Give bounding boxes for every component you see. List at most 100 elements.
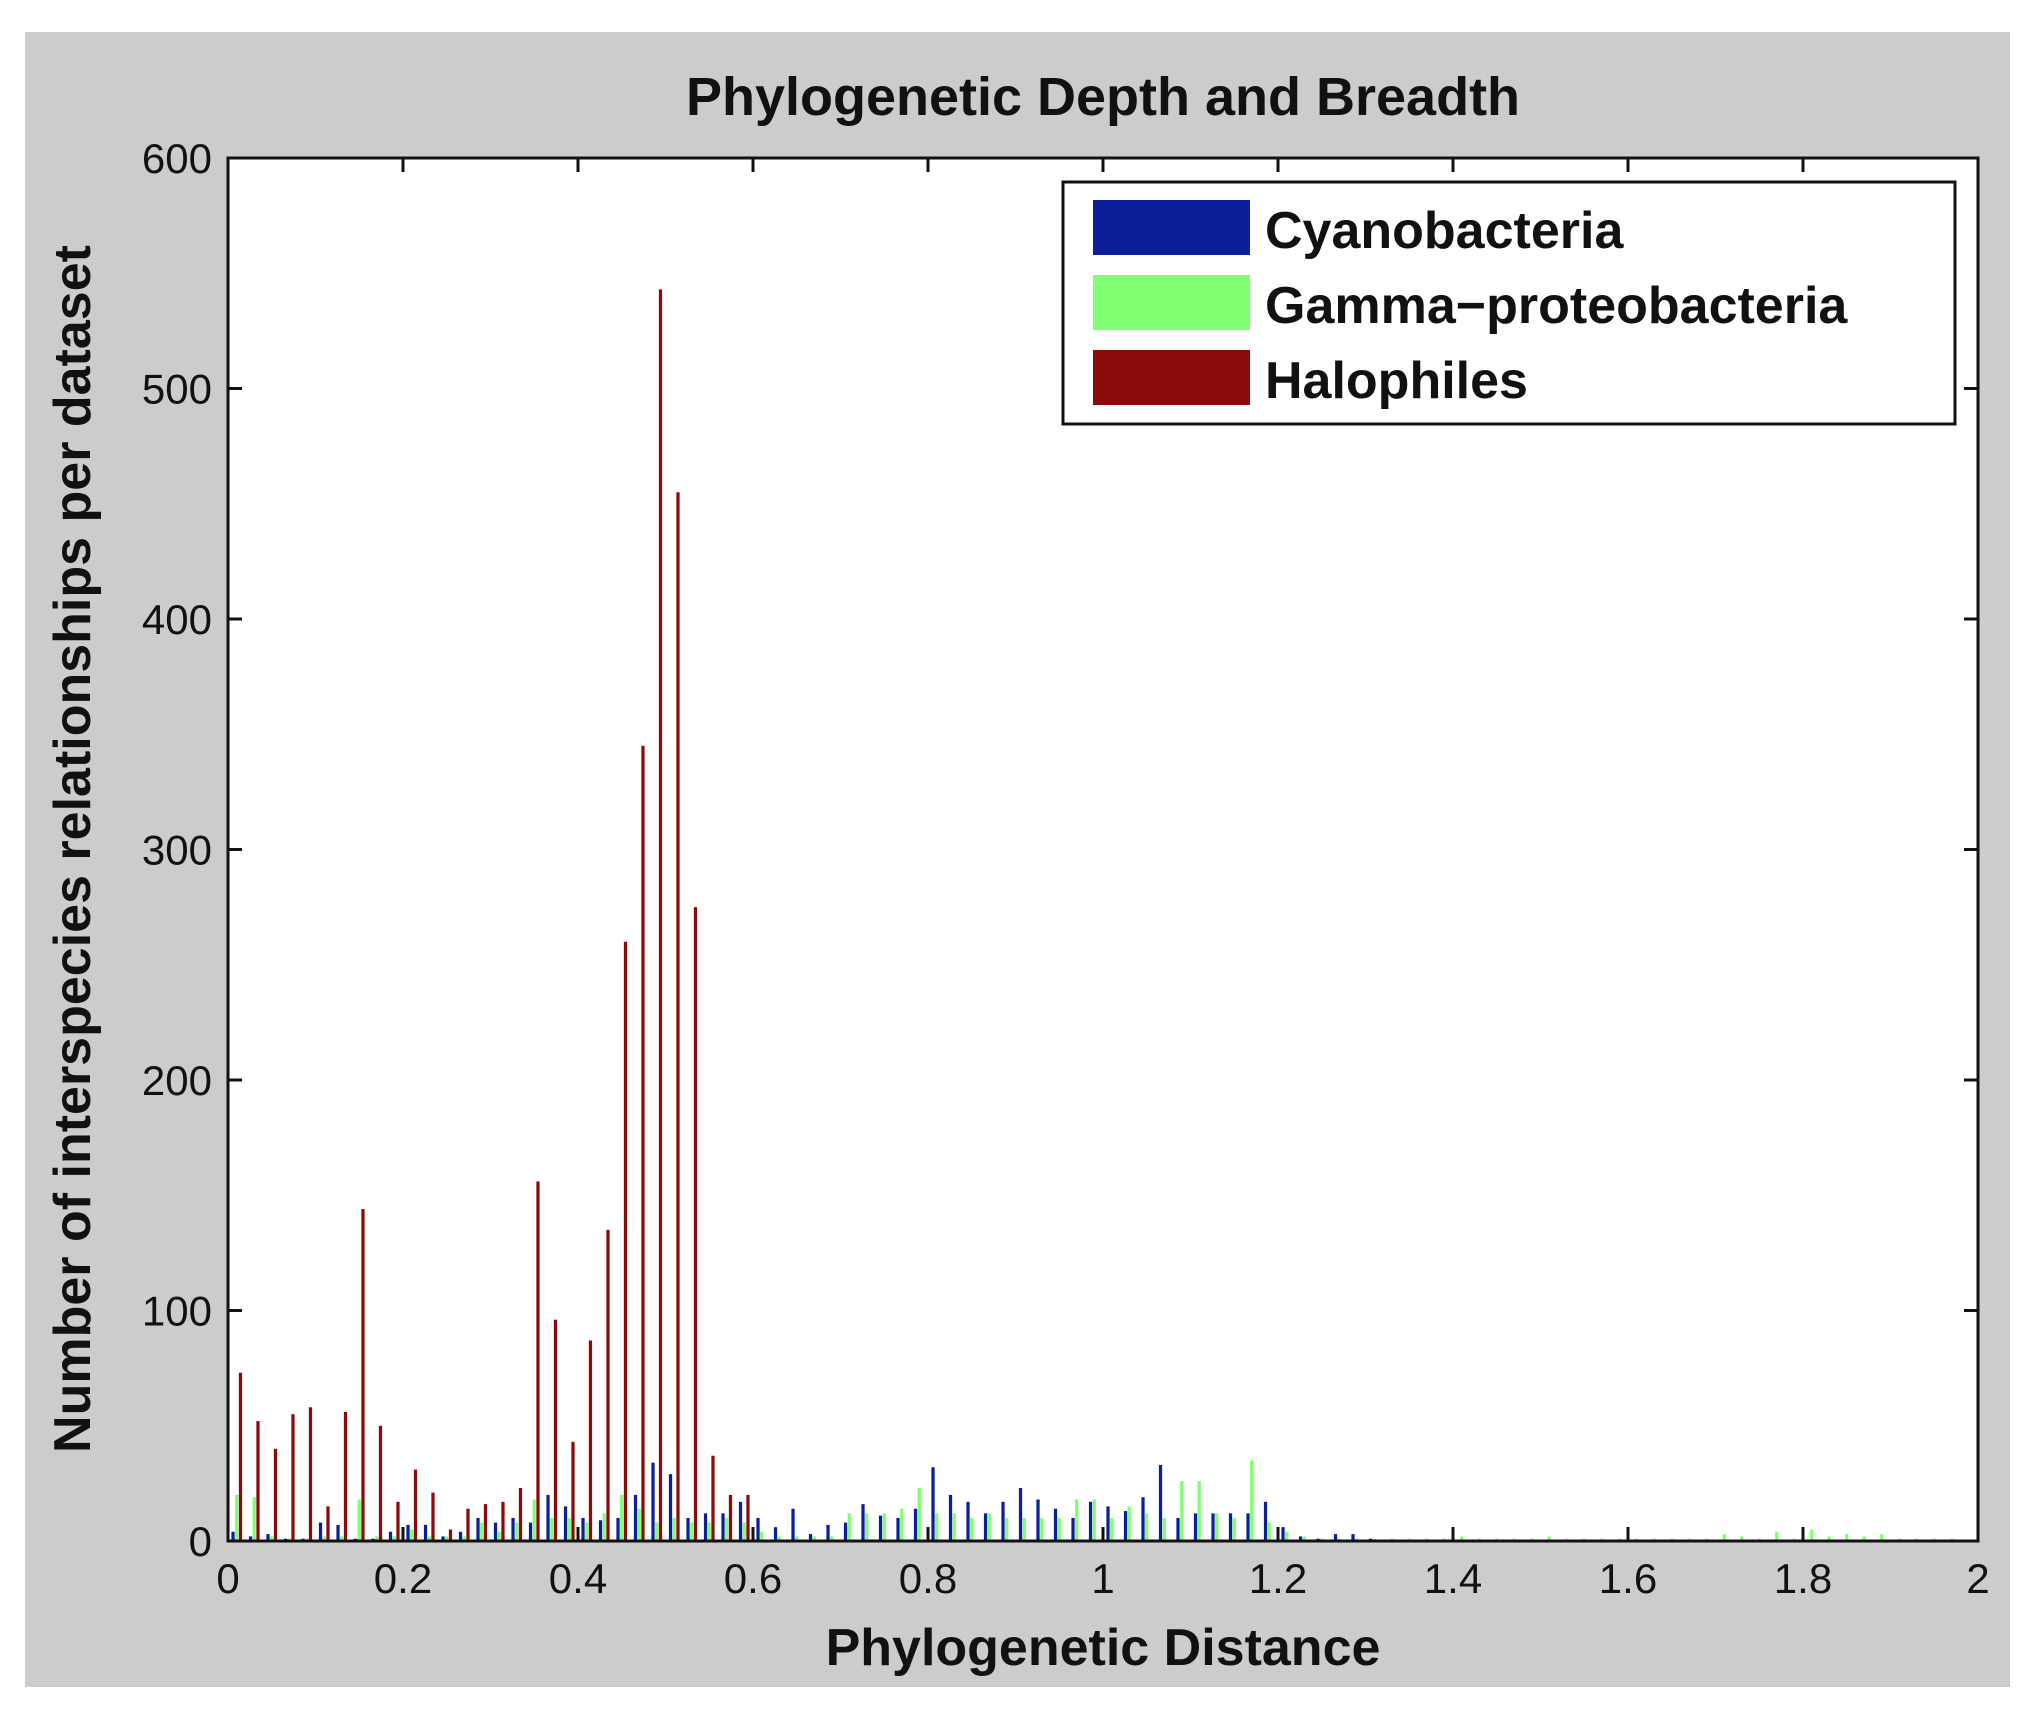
bar-cyanobacteria bbox=[633, 1494, 638, 1541]
bar-cyanobacteria bbox=[563, 1506, 568, 1541]
bar-gamma-proteobacteria bbox=[235, 1494, 239, 1541]
bar-cyanobacteria bbox=[493, 1522, 498, 1541]
bar-gamma-proteobacteria bbox=[1180, 1481, 1184, 1541]
x-tick-label: 1.6 bbox=[1599, 1555, 1657, 1602]
x-tick-label: 1.8 bbox=[1774, 1555, 1832, 1602]
bar-halophiles bbox=[728, 1494, 733, 1541]
bar-halophiles bbox=[343, 1411, 348, 1541]
bar-gamma-proteobacteria bbox=[1740, 1536, 1744, 1541]
x-axis-label: Phylogenetic Distance bbox=[826, 1619, 1381, 1677]
x-tick-label: 2 bbox=[1966, 1555, 1989, 1602]
bar-halophiles bbox=[693, 907, 698, 1542]
bar-gamma-proteobacteria bbox=[1232, 1517, 1236, 1541]
bar-cyanobacteria bbox=[1036, 1499, 1040, 1541]
bar-halophiles bbox=[501, 1501, 505, 1541]
bar-cyanobacteria bbox=[1088, 1501, 1093, 1541]
bar-gamma-proteobacteria bbox=[410, 1529, 414, 1541]
bar-cyanobacteria bbox=[826, 1524, 830, 1541]
bar-cyanobacteria bbox=[1228, 1513, 1233, 1541]
bar-halophiles bbox=[536, 1181, 540, 1541]
bar-cyanobacteria bbox=[581, 1517, 585, 1541]
bar-cyanobacteria bbox=[1333, 1534, 1338, 1541]
bar-cyanobacteria bbox=[423, 1524, 428, 1541]
bar-halophiles bbox=[588, 1340, 593, 1541]
bar-gamma-proteobacteria bbox=[812, 1536, 816, 1541]
bar-gamma-proteobacteria bbox=[760, 1531, 764, 1541]
x-tick-label: 0.6 bbox=[724, 1555, 782, 1602]
bar-gamma-proteobacteria bbox=[515, 1522, 519, 1541]
bar-halophiles bbox=[676, 492, 680, 1542]
bar-gamma-proteobacteria bbox=[1127, 1506, 1131, 1541]
bar-cyanobacteria bbox=[1263, 1501, 1268, 1541]
bar-halophiles bbox=[273, 1448, 278, 1541]
bar-gamma-proteobacteria bbox=[690, 1522, 694, 1541]
bar-halophiles bbox=[553, 1319, 558, 1541]
x-tick-label: 0 bbox=[216, 1555, 239, 1602]
bar-cyanobacteria bbox=[983, 1513, 988, 1541]
bar-gamma-proteobacteria bbox=[1215, 1513, 1219, 1541]
bar-gamma-proteobacteria bbox=[1302, 1536, 1306, 1541]
bar-gamma-proteobacteria bbox=[830, 1536, 834, 1541]
bar-cyanobacteria bbox=[406, 1524, 410, 1541]
x-tick-label: 1.4 bbox=[1424, 1555, 1482, 1602]
bar-cyanobacteria bbox=[1281, 1527, 1285, 1541]
bar-gamma-proteobacteria bbox=[1250, 1460, 1254, 1541]
bar-gamma-proteobacteria bbox=[742, 1522, 746, 1541]
bar-gamma-proteobacteria bbox=[1110, 1517, 1114, 1541]
bar-series-group bbox=[231, 289, 1954, 1542]
bar-gamma-proteobacteria bbox=[480, 1522, 484, 1541]
bar-cyanobacteria bbox=[1158, 1464, 1163, 1541]
bar-gamma-proteobacteria bbox=[1810, 1529, 1814, 1541]
bar-gamma-proteobacteria bbox=[532, 1499, 536, 1541]
bar-gamma-proteobacteria bbox=[1197, 1481, 1201, 1541]
bar-gamma-proteobacteria bbox=[655, 1522, 659, 1541]
legend-label-cyanobacteria: Cyanobacteria bbox=[1265, 202, 1624, 260]
bar-cyanobacteria bbox=[231, 1531, 235, 1541]
bar-cyanobacteria bbox=[931, 1467, 935, 1541]
bar-halophiles bbox=[466, 1508, 470, 1541]
bar-gamma-proteobacteria bbox=[602, 1513, 606, 1541]
bar-cyanobacteria bbox=[598, 1520, 603, 1541]
bar-cyanobacteria bbox=[336, 1524, 340, 1541]
bar-cyanobacteria bbox=[843, 1522, 848, 1541]
bar-cyanobacteria bbox=[1141, 1497, 1145, 1541]
bar-cyanobacteria bbox=[441, 1536, 445, 1541]
bar-cyanobacteria bbox=[948, 1494, 953, 1541]
bar-gamma-proteobacteria bbox=[1880, 1534, 1884, 1541]
bar-gamma-proteobacteria bbox=[270, 1536, 274, 1541]
legend-swatch-gamma-proteobacteria bbox=[1093, 275, 1250, 330]
bar-gamma-proteobacteria bbox=[252, 1497, 256, 1541]
bar-halophiles bbox=[448, 1529, 453, 1541]
bar-cyanobacteria bbox=[651, 1462, 655, 1541]
bar-cyanobacteria bbox=[546, 1494, 550, 1541]
bar-halophiles bbox=[361, 1209, 365, 1541]
legend-label-halophiles: Halophiles bbox=[1265, 352, 1528, 410]
bar-gamma-proteobacteria bbox=[1845, 1534, 1849, 1541]
y-tick-label: 400 bbox=[142, 596, 212, 643]
bar-gamma-proteobacteria bbox=[637, 1508, 641, 1541]
x-tick-label: 1.2 bbox=[1249, 1555, 1307, 1602]
bar-cyanobacteria bbox=[388, 1531, 393, 1541]
bar-halophiles bbox=[641, 745, 645, 1541]
bar-cyanobacteria bbox=[458, 1531, 463, 1541]
bar-cyanobacteria bbox=[1071, 1517, 1075, 1541]
bar-gamma-proteobacteria bbox=[672, 1517, 676, 1541]
x-tick-label: 0.4 bbox=[549, 1555, 607, 1602]
x-tick-label: 1 bbox=[1091, 1555, 1114, 1602]
bar-gamma-proteobacteria bbox=[952, 1513, 956, 1541]
bar-halophiles bbox=[326, 1506, 330, 1541]
bar-gamma-proteobacteria bbox=[585, 1522, 589, 1541]
bar-gamma-proteobacteria bbox=[567, 1517, 571, 1541]
bar-gamma-proteobacteria bbox=[725, 1517, 729, 1541]
bar-cyanobacteria bbox=[1018, 1487, 1023, 1541]
bar-cyanobacteria bbox=[913, 1508, 918, 1541]
bar-halophiles bbox=[431, 1492, 435, 1541]
bar-gamma-proteobacteria bbox=[1827, 1536, 1831, 1541]
bar-cyanobacteria bbox=[1298, 1536, 1303, 1541]
bar-halophiles bbox=[711, 1455, 715, 1541]
bar-cyanobacteria bbox=[721, 1513, 725, 1541]
bar-gamma-proteobacteria bbox=[795, 1536, 799, 1541]
bar-halophiles bbox=[658, 289, 663, 1541]
bar-gamma-proteobacteria bbox=[620, 1494, 624, 1541]
